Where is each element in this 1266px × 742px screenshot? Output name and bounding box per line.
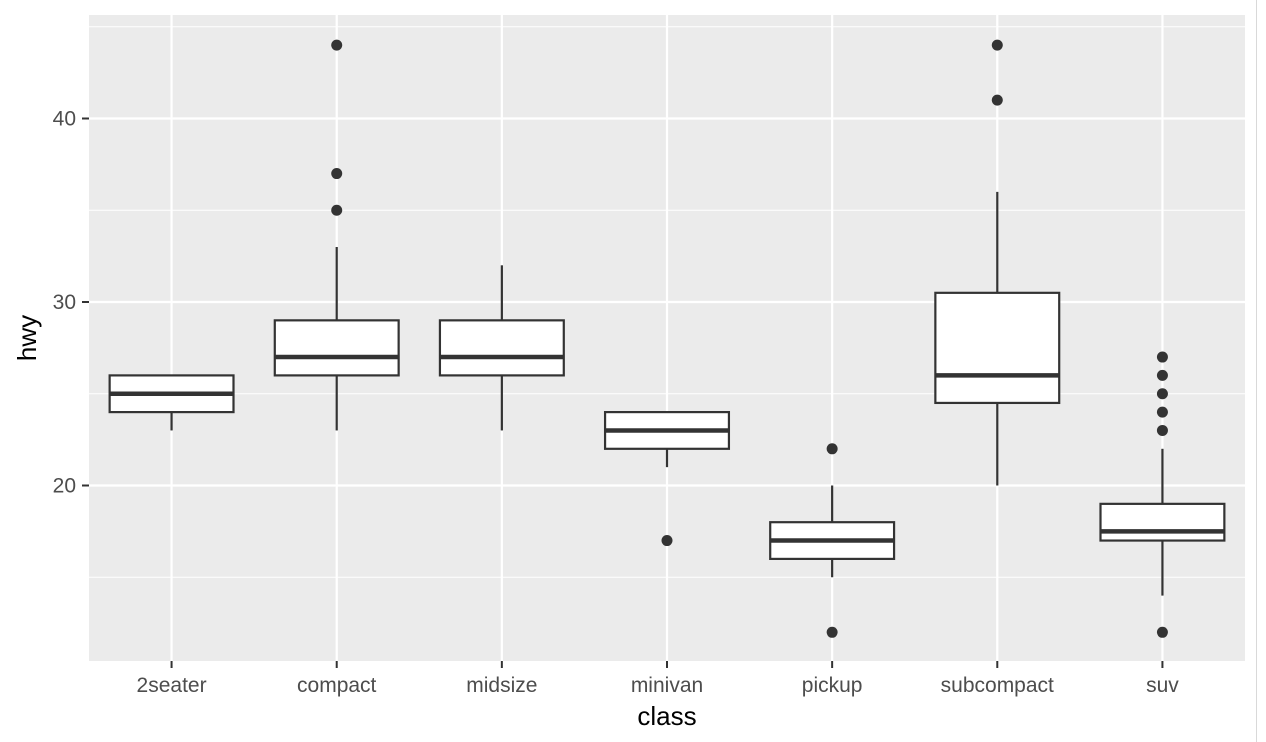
y-tick-label: 20 [53,475,76,498]
outlier-point [1156,406,1168,418]
x-tick-label: suv [1146,674,1179,697]
outlier-point [1156,388,1168,400]
x-tick-label: minivan [631,674,703,697]
outlier-point [661,535,673,547]
x-axis-title: class [637,701,696,731]
x-tick-label: midsize [466,674,537,697]
outlier-point [331,39,343,51]
box-subcompact [934,39,1061,486]
outlier-point [991,94,1003,106]
box-2seater [108,374,235,431]
box-midsize [438,265,565,431]
boxes [108,39,1226,638]
outlier-point [331,204,343,216]
box-rect [273,319,400,377]
outlier-point [991,39,1003,51]
outlier-point [1156,369,1168,381]
x-tick-label: 2seater [137,674,207,697]
box-rect [934,291,1061,405]
outlier-point [331,168,343,180]
box-compact [273,39,400,431]
right-edge-divider [1256,0,1257,742]
y-axis-title: hwy [12,315,42,361]
box-rect [1099,502,1226,542]
box-minivan [603,411,731,547]
box-pickup [769,443,896,638]
box-rect [438,319,565,377]
y-tick-label: 30 [53,291,76,314]
y-tick-label: 40 [53,108,76,131]
x-tick-label: compact [297,674,377,697]
outlier-point [826,626,838,638]
x-axis: 2seater compact midsize minivan pickup subcom… [137,661,1179,697]
y-axis: 20 30 40 [53,108,89,498]
outlier-point [1156,424,1168,436]
outlier-point [826,443,838,455]
box-suv [1099,351,1226,638]
x-tick-label: pickup [802,674,863,697]
x-tick-label: subcompact [941,674,1054,697]
outlier-point [1156,351,1168,363]
outlier-point [1156,626,1168,638]
